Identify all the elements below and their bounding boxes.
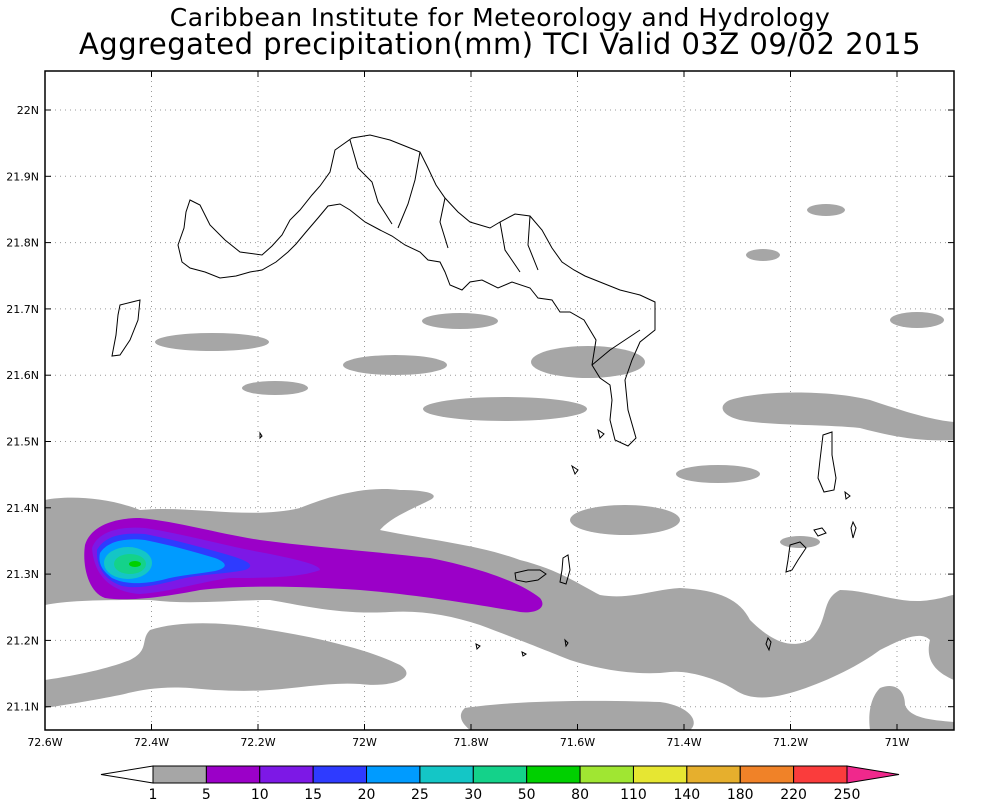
precip-blob	[423, 397, 587, 421]
east-islet	[817, 431, 837, 493]
lon-tick-label: 71.8W	[453, 736, 488, 749]
precip-blob	[343, 355, 447, 375]
colorbar-swatch	[259, 765, 314, 784]
precip-band-lower	[45, 623, 407, 708]
colorbar-swatch	[152, 765, 207, 784]
grand-turk-islet	[785, 541, 807, 573]
colorbar-label: 1	[149, 787, 158, 800]
lon-tick-label: 71.2W	[773, 736, 808, 749]
colorbar-swatch	[205, 765, 261, 784]
colorbar-label: 5	[202, 787, 211, 800]
lat-tick-label: 21.4N	[6, 502, 39, 515]
colorbar-swatch	[366, 765, 421, 784]
precip-blob	[746, 249, 780, 261]
lon-tick-label: 72W	[352, 736, 377, 749]
precip-heavy-plume	[84, 518, 543, 613]
colorbar-swatch	[579, 765, 634, 784]
colorbar-label: 140	[673, 787, 700, 800]
precip-blob-east	[722, 392, 954, 441]
lon-tick-label: 71.6W	[560, 736, 595, 749]
west-caicos	[111, 299, 141, 357]
precip-blob	[155, 333, 269, 351]
colorbar-swatch	[632, 765, 688, 784]
lon-axis: 72.6W 72.4W 72.2W 72W 71.8W 71.6W 71.4W 71.2W 71…	[27, 71, 910, 749]
lat-axis: 22N 21.9N 21.8N 21.7N 21.6N 21.5N 21.4N 21.3N 21…	[6, 104, 954, 714]
precip-blob	[570, 505, 680, 535]
islet	[259, 431, 263, 440]
colorbar-label: 15	[304, 787, 322, 800]
salt-cay	[559, 554, 571, 585]
lon-tick-label: 71W	[885, 736, 910, 749]
colorbar-label: 10	[251, 787, 269, 800]
precip-blob	[807, 204, 845, 216]
islet	[564, 638, 569, 648]
colorbar-under	[100, 765, 154, 784]
islet	[844, 490, 851, 500]
islet	[850, 520, 857, 539]
precip-blob	[242, 381, 308, 395]
islet	[521, 651, 527, 657]
precip-bottom	[460, 700, 694, 730]
colorbar-swatch	[472, 765, 528, 784]
islet	[597, 428, 605, 439]
chart-subtitle: Aggregated precipitation(mm) TCI Valid 0…	[78, 27, 922, 61]
land-outlines	[111, 134, 857, 657]
south-caicos	[514, 569, 547, 583]
colorbar-label: 30	[464, 787, 482, 800]
lat-tick-label: 22N	[17, 104, 39, 117]
precip-blob	[422, 313, 498, 329]
lat-tick-label: 21.1N	[6, 701, 39, 714]
lat-tick-label: 21.7N	[6, 303, 39, 316]
colorbar-label: 250	[834, 787, 861, 800]
lat-tick-label: 21.6N	[6, 369, 39, 382]
lon-tick-label: 72.6W	[27, 736, 62, 749]
colorbar-label: 50	[518, 787, 536, 800]
colorbar: 1 5 10 15 20 25 30 50 80 110 140 180 220 250	[100, 765, 900, 800]
chart-title: Caribbean Institute for Meteorology and …	[169, 3, 831, 32]
precip-bottom-right	[869, 685, 954, 730]
plot-border	[44, 70, 955, 731]
colorbar-swatch	[419, 765, 474, 784]
islet	[813, 527, 827, 537]
precip-blob	[890, 312, 944, 328]
islet	[765, 636, 772, 652]
colorbar-swatch	[526, 765, 581, 784]
colorbar-label: 220	[780, 787, 807, 800]
lat-tick-label: 21.3N	[6, 568, 39, 581]
precip-50-80	[129, 561, 141, 567]
lon-tick-label: 71.4W	[666, 736, 701, 749]
colorbar-swatch	[793, 765, 848, 784]
colorbar-label: 180	[727, 787, 754, 800]
colorbar-label: 20	[358, 787, 376, 800]
colorbar-label: 110	[620, 787, 647, 800]
north-caicos-providenciales	[177, 134, 656, 447]
colorbar-over	[846, 765, 900, 784]
colorbar-label: 80	[571, 787, 589, 800]
colorbar-label: 25	[411, 787, 429, 800]
precip-blob	[676, 465, 760, 483]
islet	[475, 643, 481, 651]
lon-tick-label: 72.4W	[134, 736, 169, 749]
inner-boundary	[349, 139, 641, 366]
lat-tick-label: 21.2N	[6, 634, 39, 647]
colorbar-swatch	[312, 765, 368, 784]
colorbar-swatch	[686, 765, 741, 784]
lat-tick-label: 21.5N	[6, 436, 39, 449]
lat-tick-label: 21.9N	[6, 170, 39, 183]
lon-tick-label: 72.2W	[240, 736, 275, 749]
colorbar-swatch	[739, 765, 795, 784]
precip-blob	[531, 346, 645, 378]
islet	[570, 464, 579, 476]
lat-tick-label: 21.8N	[6, 237, 39, 250]
